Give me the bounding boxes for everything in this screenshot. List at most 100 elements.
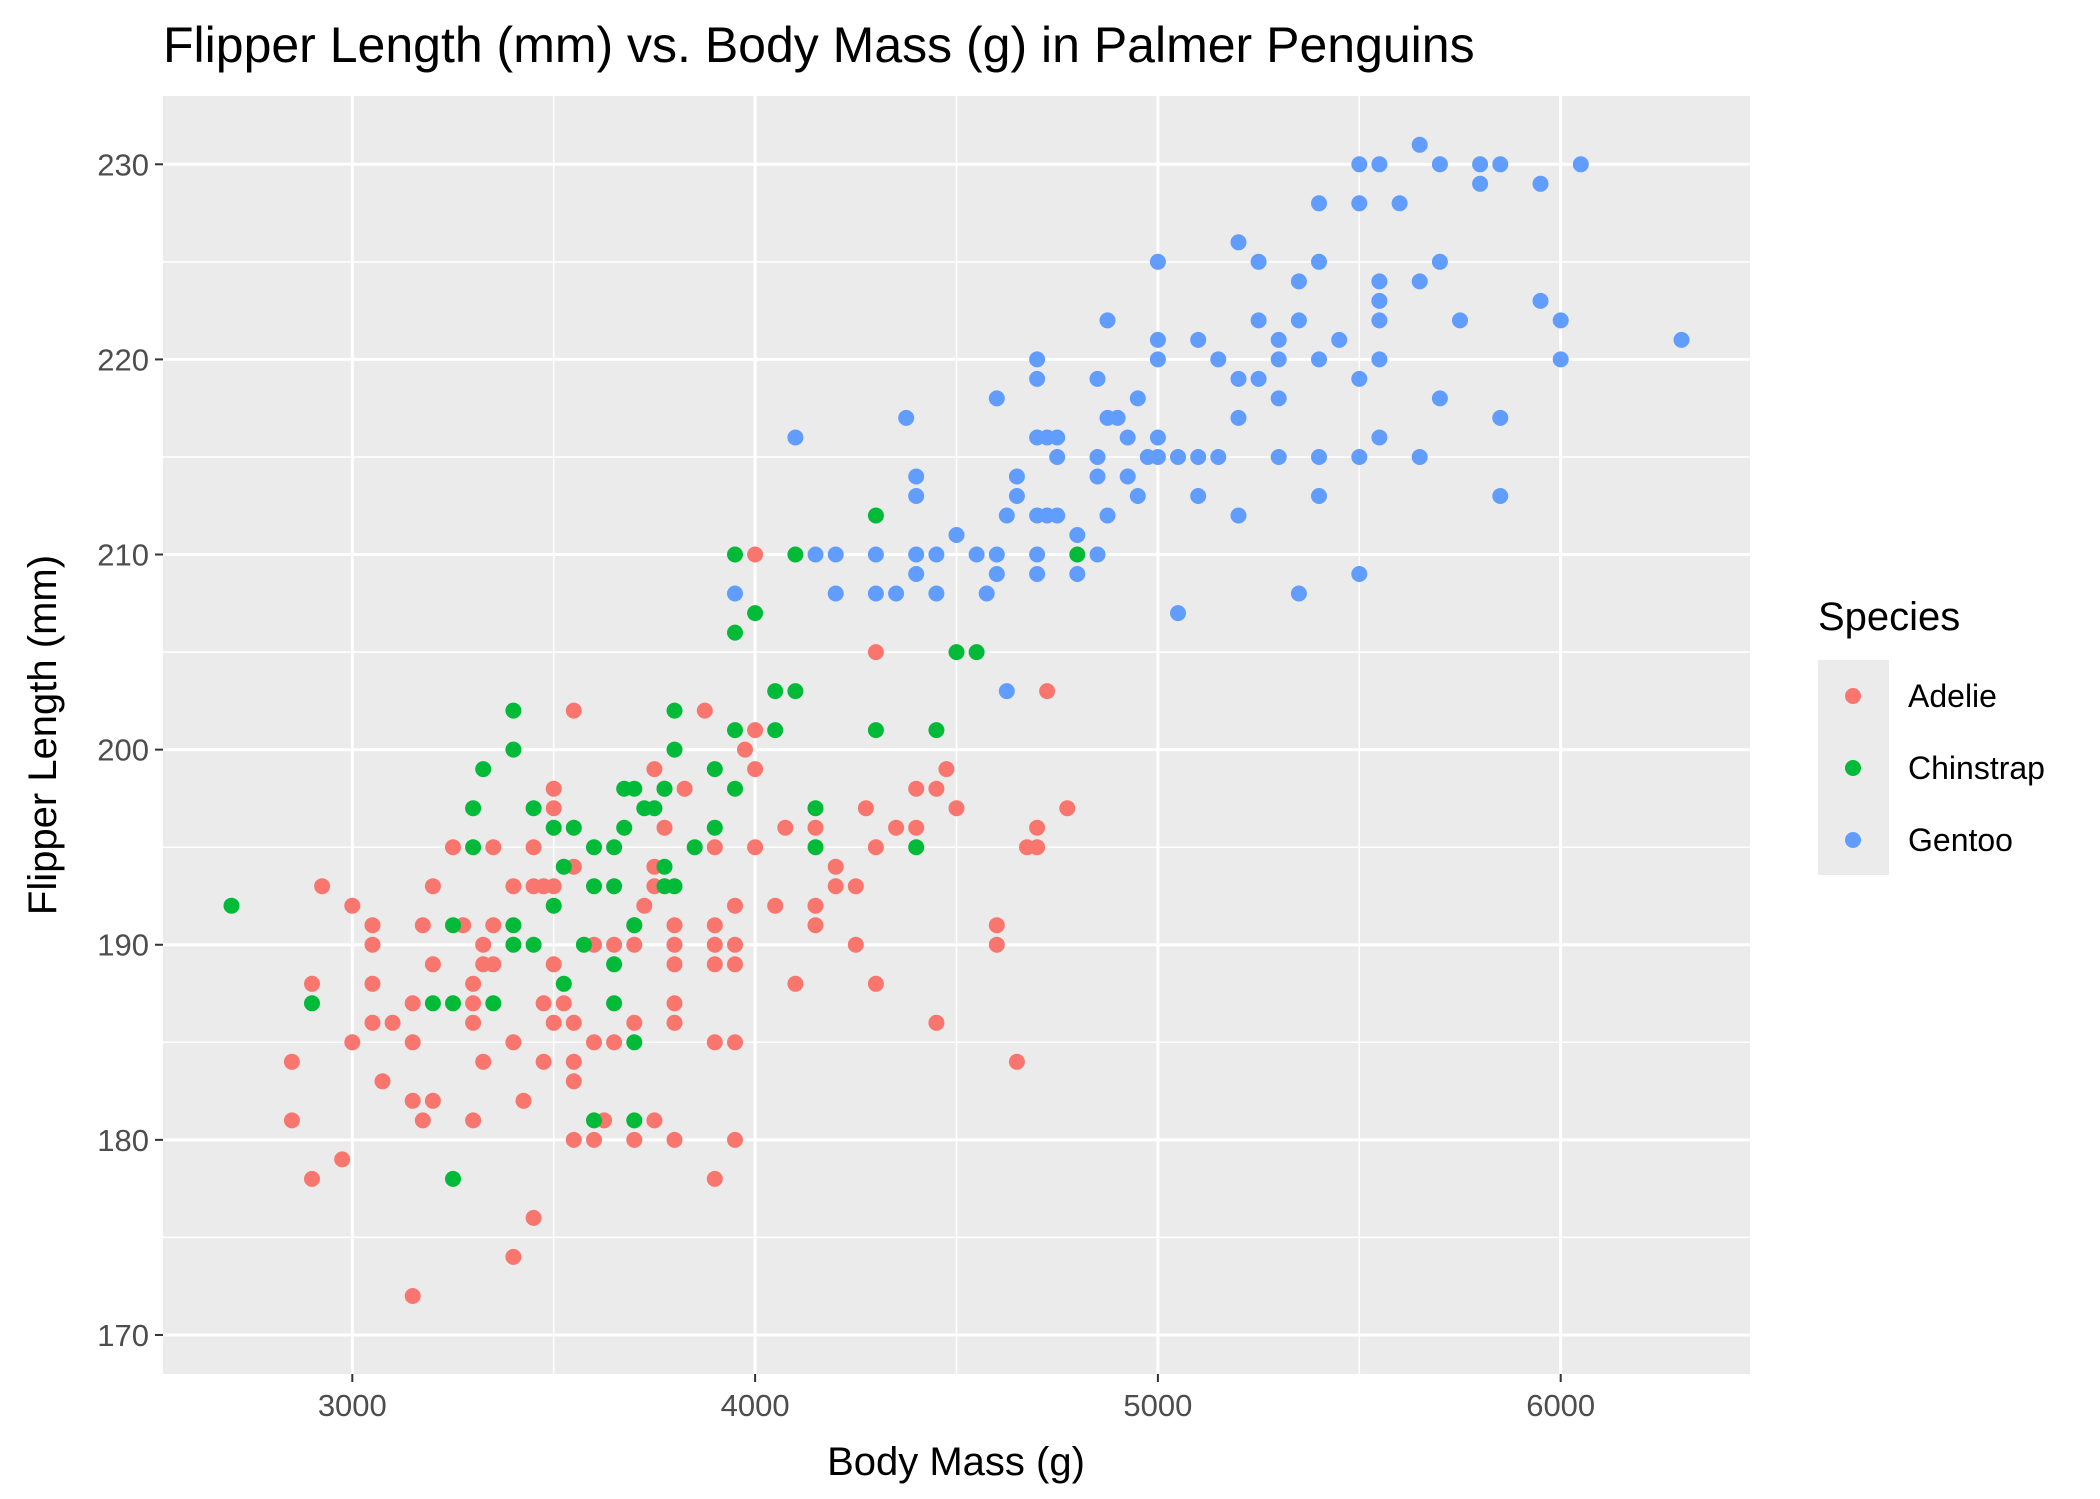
point-gentoo — [978, 585, 995, 602]
legend-label-chinstrap: Chinstrap — [1908, 750, 2045, 786]
point-gentoo — [1572, 156, 1589, 173]
point-chinstrap — [606, 839, 623, 856]
y-tick-label: 180 — [97, 1123, 149, 1158]
point-adelie — [777, 819, 794, 836]
point-adelie — [656, 819, 673, 836]
point-gentoo — [1371, 292, 1388, 309]
point-gentoo — [827, 585, 844, 602]
point-adelie — [545, 1014, 562, 1031]
point-adelie — [364, 936, 381, 953]
point-adelie — [565, 702, 582, 719]
legend-key-gentoo — [1845, 832, 1861, 848]
x-tick-label: 6000 — [1526, 1388, 1595, 1423]
point-chinstrap — [666, 702, 683, 719]
point-gentoo — [988, 566, 1005, 582]
point-adelie — [1008, 1053, 1025, 1070]
point-adelie — [988, 936, 1005, 953]
point-chinstrap — [465, 800, 482, 817]
point-gentoo — [1270, 351, 1287, 368]
point-adelie — [727, 936, 743, 953]
point-adelie — [586, 1034, 602, 1051]
point-chinstrap — [505, 741, 522, 758]
x-tick-label: 5000 — [1123, 1388, 1192, 1423]
point-gentoo — [928, 546, 945, 563]
point-adelie — [747, 722, 764, 739]
point-chinstrap — [606, 956, 623, 973]
point-gentoo — [1008, 488, 1025, 504]
point-chinstrap — [505, 917, 522, 934]
point-gentoo — [1371, 312, 1388, 329]
point-adelie — [727, 1034, 743, 1051]
point-chinstrap — [807, 839, 824, 856]
point-adelie — [606, 1034, 623, 1051]
point-gentoo — [807, 546, 824, 563]
point-gentoo — [1029, 546, 1046, 563]
point-chinstrap — [968, 644, 985, 661]
point-adelie — [706, 956, 723, 973]
point-gentoo — [1290, 273, 1307, 290]
point-chinstrap — [666, 878, 683, 895]
x-axis-title: Body Mass (g) — [827, 1440, 1085, 1484]
point-chinstrap — [545, 819, 562, 836]
legend-label-gentoo: Gentoo — [1908, 822, 2013, 858]
point-adelie — [364, 975, 381, 992]
point-gentoo — [1270, 331, 1287, 348]
point-adelie — [485, 839, 502, 856]
point-chinstrap — [505, 936, 522, 953]
legend-title: Species — [1818, 595, 1960, 639]
point-gentoo — [1149, 449, 1166, 465]
point-adelie — [888, 819, 905, 836]
point-gentoo — [1049, 449, 1066, 465]
point-adelie — [364, 1014, 381, 1031]
point-adelie — [857, 800, 874, 817]
legend-items: Adelie Chinstrap Gentoo — [1845, 678, 2045, 858]
point-adelie — [525, 1209, 542, 1226]
point-gentoo — [1099, 312, 1116, 329]
point-adelie — [847, 878, 864, 895]
point-gentoo — [1472, 156, 1489, 173]
point-adelie — [827, 858, 844, 875]
point-adelie — [827, 878, 844, 895]
point-chinstrap — [575, 936, 592, 953]
point-adelie — [465, 975, 482, 992]
point-chinstrap — [928, 722, 945, 739]
point-adelie — [565, 1053, 582, 1070]
point-adelie — [505, 1248, 522, 1265]
point-adelie — [465, 995, 482, 1012]
point-gentoo — [1029, 566, 1046, 582]
point-adelie — [666, 1131, 683, 1148]
point-adelie — [283, 1112, 300, 1129]
point-chinstrap — [445, 995, 461, 1012]
point-chinstrap — [656, 858, 673, 875]
point-adelie — [928, 780, 945, 797]
point-adelie — [535, 995, 552, 1012]
point-adelie — [1029, 819, 1046, 836]
point-chinstrap — [767, 722, 784, 739]
point-gentoo — [1371, 351, 1388, 368]
point-chinstrap — [586, 1112, 602, 1129]
point-chinstrap — [223, 897, 240, 914]
point-gentoo — [787, 429, 804, 446]
point-gentoo — [1331, 331, 1348, 348]
point-gentoo — [1371, 429, 1388, 446]
point-adelie — [404, 995, 421, 1012]
point-chinstrap — [525, 800, 542, 817]
data-points — [223, 136, 1690, 1304]
point-gentoo — [908, 488, 925, 504]
point-gentoo — [1250, 312, 1267, 329]
point-chinstrap — [555, 858, 572, 875]
point-gentoo — [1492, 156, 1509, 173]
point-chinstrap — [616, 819, 633, 836]
point-gentoo — [1492, 409, 1509, 426]
point-adelie — [666, 956, 683, 973]
point-gentoo — [1230, 234, 1247, 251]
point-chinstrap — [706, 761, 723, 778]
point-gentoo — [1129, 488, 1146, 504]
point-chinstrap — [555, 975, 572, 992]
point-chinstrap — [606, 995, 623, 1012]
point-adelie — [465, 1014, 482, 1031]
legend-label-adelie: Adelie — [1908, 678, 1997, 714]
point-gentoo — [1029, 370, 1046, 387]
point-gentoo — [1411, 273, 1428, 290]
point-gentoo — [908, 566, 925, 582]
